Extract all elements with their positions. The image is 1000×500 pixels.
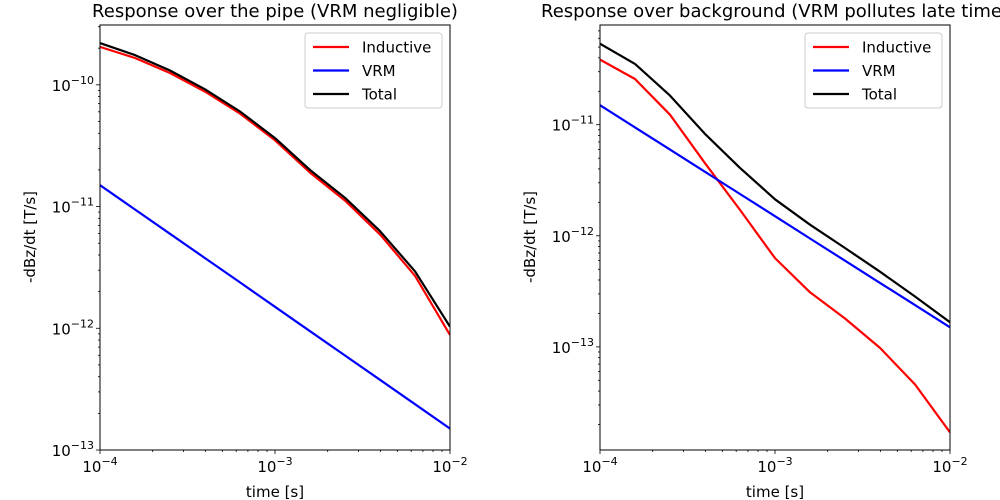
left-x-tick-label: 10−3 [257, 455, 292, 476]
right-y-tick-label: 10−11 [552, 114, 594, 135]
right-legend-label-total: Total [861, 86, 897, 104]
right-ylabel: -dBz/dt [T/s] [521, 191, 539, 283]
left-ylabel: -dBz/dt [T/s] [21, 191, 39, 283]
right-axes-frame [599, 24, 951, 451]
left-series-total [100, 42, 450, 328]
left-legend-box [304, 32, 443, 109]
left-y-tick-label: 10−11 [52, 196, 94, 217]
left-title: Response over the pipe (VRM negligible) [92, 1, 458, 22]
left-legend-label-total: Total [361, 86, 397, 104]
left-x-tick-label: 10−4 [82, 455, 117, 476]
left-axes-frame [99, 24, 451, 451]
left-y-tick-label: 10−12 [52, 317, 94, 338]
right-x-tick-label: 10−4 [582, 455, 617, 476]
right-series-total [600, 42, 950, 324]
right-title: Response over background (VRM pollutes l… [541, 1, 1000, 22]
left-y-tick-label: 10−13 [52, 439, 94, 460]
right-subplot: Response over background (VRM pollutes l… [521, 1, 1000, 500]
right-series-inductive [600, 58, 950, 434]
right-legend-box [804, 32, 943, 109]
right-xlabel: time [s] [746, 483, 804, 500]
left-legend: Inductive VRM Total [304, 32, 443, 109]
right-y-tick-label: 10−12 [552, 225, 594, 246]
right-x-tick-label: 10−2 [932, 455, 967, 476]
right-legend-label-vrm: VRM [862, 62, 896, 80]
left-series-vrm [100, 184, 450, 430]
right-legend-label-inductive: Inductive [862, 39, 931, 57]
left-y-tick-label: 10−10 [52, 74, 94, 95]
left-legend-label-vrm: VRM [362, 62, 396, 80]
left-xlabel: time [s] [246, 483, 304, 500]
left-legend-label-inductive: Inductive [362, 39, 431, 57]
right-y-tick-label: 10−13 [552, 336, 594, 357]
left-subplot: Response over the pipe (VRM negligible) … [21, 1, 468, 500]
left-x-tick-label: 10−2 [432, 455, 467, 476]
left-series-inductive [100, 45, 450, 336]
right-legend: Inductive VRM Total [804, 32, 943, 109]
right-series-vrm [600, 104, 950, 329]
right-x-tick-label: 10−3 [757, 455, 792, 476]
